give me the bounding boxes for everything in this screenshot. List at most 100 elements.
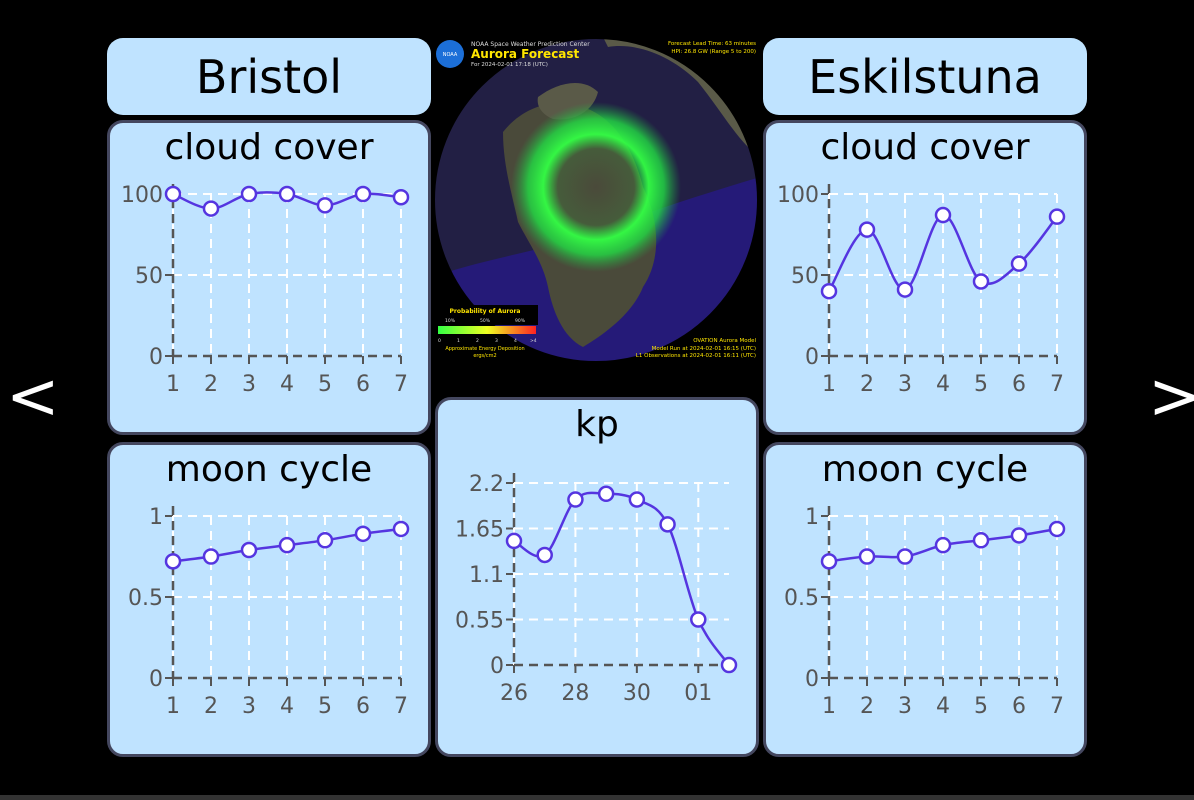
data-point xyxy=(1048,208,1066,225)
prev-arrow[interactable]: < xyxy=(6,360,60,434)
svg-text:Aurora Forecast: Aurora Forecast xyxy=(471,47,580,61)
next-arrow[interactable]: > xyxy=(1148,360,1194,434)
x-tick-label: 6 xyxy=(356,694,370,719)
bristol-cloud-cover-panel: cloud cover 0 50 100 1 2 3 4 5 6 7 xyxy=(107,120,431,435)
svg-text:HPI: 26.8 GW (Range 5 to 200): HPI: 26.8 GW (Range 5 to 200) xyxy=(671,49,756,55)
x-tick-label: 2 xyxy=(860,372,874,397)
panel-title: cloud cover xyxy=(164,127,374,168)
x-tick-label: 4 xyxy=(280,372,294,397)
y-tick-label: 0 xyxy=(805,345,819,370)
data-point xyxy=(972,532,990,549)
x-tick-label: 5 xyxy=(974,372,988,397)
x-tick-label: 7 xyxy=(394,694,408,719)
data-point xyxy=(1048,520,1066,538)
svg-text:NOAA: NOAA xyxy=(443,52,458,58)
data-point xyxy=(820,282,838,300)
line-chart: 00.511 2 3 4 5 6 7 xyxy=(128,505,410,719)
y-tick-label: 0.5 xyxy=(128,586,163,611)
data-point xyxy=(164,553,182,570)
x-tick-label: 1 xyxy=(822,694,836,719)
y-tick-label: 100 xyxy=(121,183,163,208)
svg-text:0: 0 xyxy=(438,338,441,344)
data-point xyxy=(820,553,838,570)
y-tick-label: 0.55 xyxy=(455,609,504,634)
y-tick-label: 1 xyxy=(805,505,819,530)
data-point xyxy=(278,185,296,203)
data-point xyxy=(202,548,220,565)
data-point xyxy=(628,491,646,508)
data-point xyxy=(1010,527,1028,544)
data-point xyxy=(934,206,952,224)
data-point xyxy=(240,541,258,559)
noaa-logo xyxy=(436,40,464,68)
panel-title: moon cycle xyxy=(165,449,373,490)
y-tick-label: 1 xyxy=(149,505,163,530)
data-point xyxy=(354,185,372,203)
y-tick-label: 0.5 xyxy=(784,586,819,611)
aurora-forecast-map: NOAA NOAA Space Weather Prediction Cente… xyxy=(433,37,760,364)
y-tick-label: 0 xyxy=(490,654,504,679)
data-point xyxy=(164,185,182,203)
x-tick-label: 2 xyxy=(204,372,218,397)
eskilstuna-moon-cycle-panel: moon cycle 0 0.5 1 1 2 3 4 5 6 7 xyxy=(763,442,1087,757)
y-tick-label: 0 xyxy=(149,345,163,370)
panel-title: cloud cover xyxy=(820,127,1030,168)
x-tick-label: 01 xyxy=(684,681,712,706)
y-tick-label: 0 xyxy=(149,667,163,692)
kp-index-panel: kp 0 0.55 1.1 1.65 2.2 26 28 30 01 xyxy=(435,397,759,757)
data-point xyxy=(202,200,220,217)
x-tick-label: 30 xyxy=(623,681,651,706)
data-point xyxy=(720,656,738,674)
x-tick-label: 6 xyxy=(356,372,370,397)
city-title-right: Eskilstuna xyxy=(763,38,1087,115)
x-tick-label: 1 xyxy=(166,372,180,397)
svg-text:OVATION Aurora Model: OVATION Aurora Model xyxy=(693,338,756,344)
series-line xyxy=(513,491,731,666)
data-point xyxy=(240,185,258,203)
svg-text:Probability of Aurora: Probability of Aurora xyxy=(450,308,521,315)
svg-text:L1 Observations at 2024-02-01: L1 Observations at 2024-02-01 16:11 (UTC… xyxy=(636,353,756,359)
data-point xyxy=(316,197,334,214)
x-tick-label: 3 xyxy=(242,694,256,719)
y-tick-label: 100 xyxy=(777,183,819,208)
data-point xyxy=(972,273,990,290)
x-tick-label: 6 xyxy=(1012,372,1026,397)
x-tick-label: 4 xyxy=(936,694,950,719)
bottom-divider xyxy=(0,795,1194,800)
data-point xyxy=(392,520,410,538)
probability-color-scale xyxy=(438,326,536,334)
svg-text:Forecast Lead Time: 63 minute: Forecast Lead Time: 63 minutes xyxy=(668,41,756,47)
x-tick-label: 5 xyxy=(318,694,332,719)
probability-legend: Probability of Aurora 10% 50% 90% 0 1 2 … xyxy=(438,305,538,359)
data-point xyxy=(354,525,372,543)
svg-text:10%: 10% xyxy=(445,318,456,324)
eskilstuna-cloud-cover-panel: cloud cover 0 50 100 1 2 3 4 5 6 7 xyxy=(763,120,1087,435)
svg-text:NOAA Space Weather Prediction: NOAA Space Weather Prediction Center xyxy=(471,41,590,48)
x-tick-label: 3 xyxy=(242,372,256,397)
data-point xyxy=(858,221,876,238)
x-tick-label: 3 xyxy=(898,372,912,397)
x-tick-label: 1 xyxy=(166,694,180,719)
line-chart: 00.511 2 3 4 5 6 7 xyxy=(784,505,1066,719)
y-tick-label: 2.2 xyxy=(469,472,504,497)
data-point xyxy=(316,532,334,549)
x-tick-label: 7 xyxy=(1050,372,1064,397)
data-point xyxy=(690,611,707,628)
line-chart: 0 0.55 1.1 1.65 2.2 26 28 30 01 xyxy=(455,472,738,706)
y-tick-label: 50 xyxy=(791,264,819,289)
svg-text:>4: >4 xyxy=(530,338,537,344)
data-point xyxy=(858,548,876,565)
svg-text:1: 1 xyxy=(457,338,460,344)
line-chart: 0 50 100 1 2 3 4 5 6 7 xyxy=(777,183,1066,397)
line-chart: 0 50 100 1 2 3 4 5 6 7 xyxy=(121,183,410,397)
data-point xyxy=(567,491,584,508)
data-point xyxy=(392,188,410,206)
x-tick-label: 7 xyxy=(394,372,408,397)
svg-text:Approximate Energy Deposition: Approximate Energy Deposition xyxy=(445,346,524,352)
data-point xyxy=(278,536,296,554)
data-point xyxy=(505,532,523,550)
aurora-oval xyxy=(511,102,681,272)
data-point xyxy=(1010,255,1028,272)
x-tick-label: 4 xyxy=(936,372,950,397)
x-tick-label: 28 xyxy=(561,681,589,706)
